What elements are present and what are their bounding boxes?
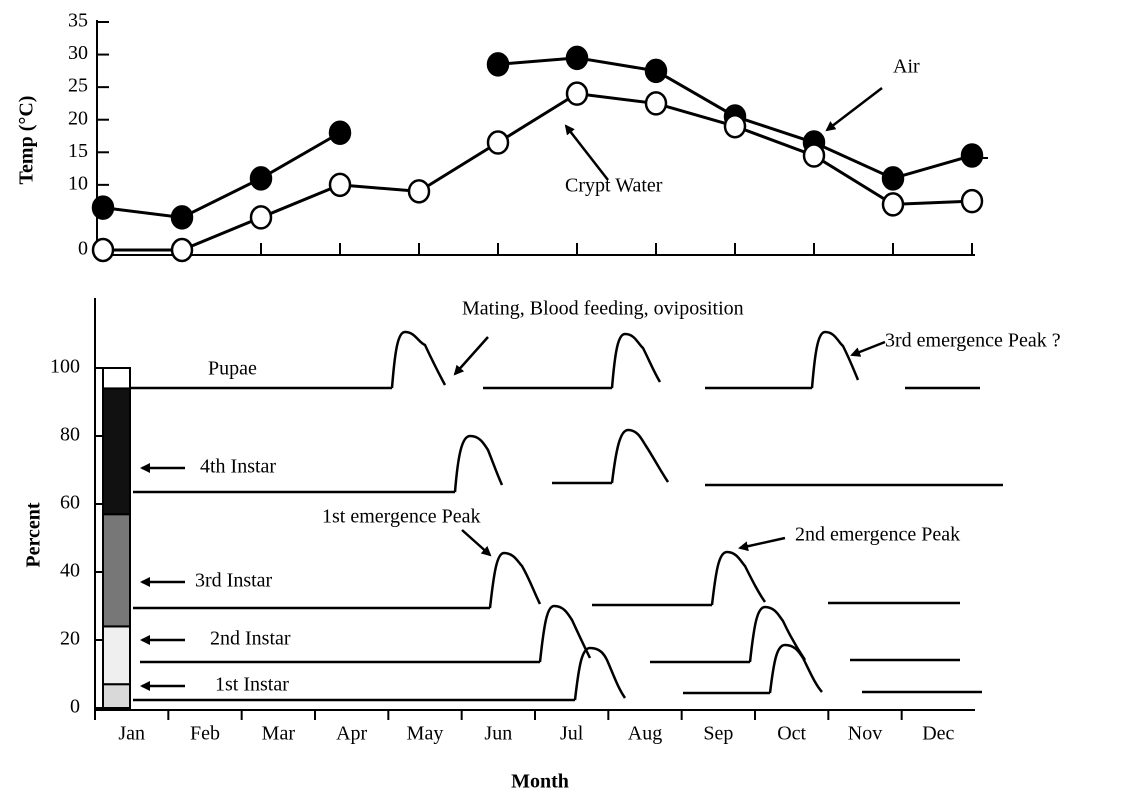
y-tick-label: 60 xyxy=(60,492,80,514)
y-tick-label: 0 xyxy=(78,238,88,260)
x-tick-label: Nov xyxy=(848,723,882,745)
marker xyxy=(407,179,431,204)
marker xyxy=(328,120,352,145)
series-line xyxy=(102,56,973,219)
legend-label: Crypt Water xyxy=(565,175,663,197)
legend-label: Air xyxy=(893,56,920,78)
arrows xyxy=(140,87,886,691)
bar-segment xyxy=(102,683,131,710)
x-tick-label: Sep xyxy=(703,723,733,745)
x-tick-label: Jul xyxy=(560,723,584,745)
x-tick-label: May xyxy=(407,723,444,745)
marker xyxy=(881,192,905,217)
bar-segment xyxy=(102,387,131,516)
annotation: 2nd emergence Peak xyxy=(795,524,960,546)
marker xyxy=(565,45,589,71)
y-tick-label: 100 xyxy=(50,356,80,378)
stage-label: 3rd Instar xyxy=(195,570,273,592)
annotation: Mating, Blood feeding, oviposition xyxy=(462,298,744,320)
marker xyxy=(881,166,905,191)
y-tick-label: 0 xyxy=(70,696,80,718)
marker xyxy=(170,205,194,230)
stage-curves xyxy=(130,330,1003,702)
annotation: 1st emergence Peak xyxy=(322,506,480,528)
bar-segment xyxy=(102,367,131,390)
y-axis-label: Temp (°C) xyxy=(16,96,38,185)
y-tick-label: 15 xyxy=(68,140,88,162)
y-tick-label: 20 xyxy=(60,628,80,650)
marker xyxy=(249,205,273,230)
marker xyxy=(91,195,115,220)
marker xyxy=(644,58,668,84)
y-tick-label: 20 xyxy=(68,107,88,129)
marker xyxy=(802,143,826,168)
stage-label: 2nd Instar xyxy=(210,628,291,650)
x-tick-label: Aug xyxy=(628,723,662,745)
marker xyxy=(565,81,589,106)
marker xyxy=(486,130,510,155)
x-tick-label: Dec xyxy=(922,723,954,745)
marker xyxy=(644,91,668,116)
marker xyxy=(328,172,352,198)
y-tick-label: 25 xyxy=(68,75,88,97)
marker xyxy=(723,113,747,139)
bar-segment xyxy=(102,513,131,628)
y-tick-label: 35 xyxy=(68,10,88,32)
x-tick-label: Mar xyxy=(262,723,296,745)
y-tick-label: 10 xyxy=(68,172,88,194)
marker xyxy=(249,166,273,191)
marker xyxy=(960,143,984,168)
x-tick-label: Jan xyxy=(118,723,145,745)
annotation: 3rd emergence Peak ? xyxy=(885,330,1061,352)
y-tick-label: 80 xyxy=(60,424,80,446)
marker xyxy=(170,237,194,263)
top-axes xyxy=(96,20,988,256)
x-axis-label: Month xyxy=(511,771,569,793)
y-axis-label: Percent xyxy=(23,502,45,567)
x-tick-label: Oct xyxy=(777,723,806,745)
x-tick-label: Feb xyxy=(190,723,220,745)
bar-segment xyxy=(102,625,131,686)
marker xyxy=(91,237,115,263)
stage-label: 1st Instar xyxy=(215,674,289,696)
x-tick-label: Apr xyxy=(336,723,367,745)
y-tick-label: 30 xyxy=(68,42,88,64)
stage-label: 4th Instar xyxy=(200,456,276,478)
x-tick-label: Jun xyxy=(484,723,512,745)
marker xyxy=(960,188,984,214)
y-tick-label: 40 xyxy=(60,560,80,582)
series-line xyxy=(103,92,973,252)
marker xyxy=(486,52,510,77)
stage-label: Pupae xyxy=(208,358,257,380)
